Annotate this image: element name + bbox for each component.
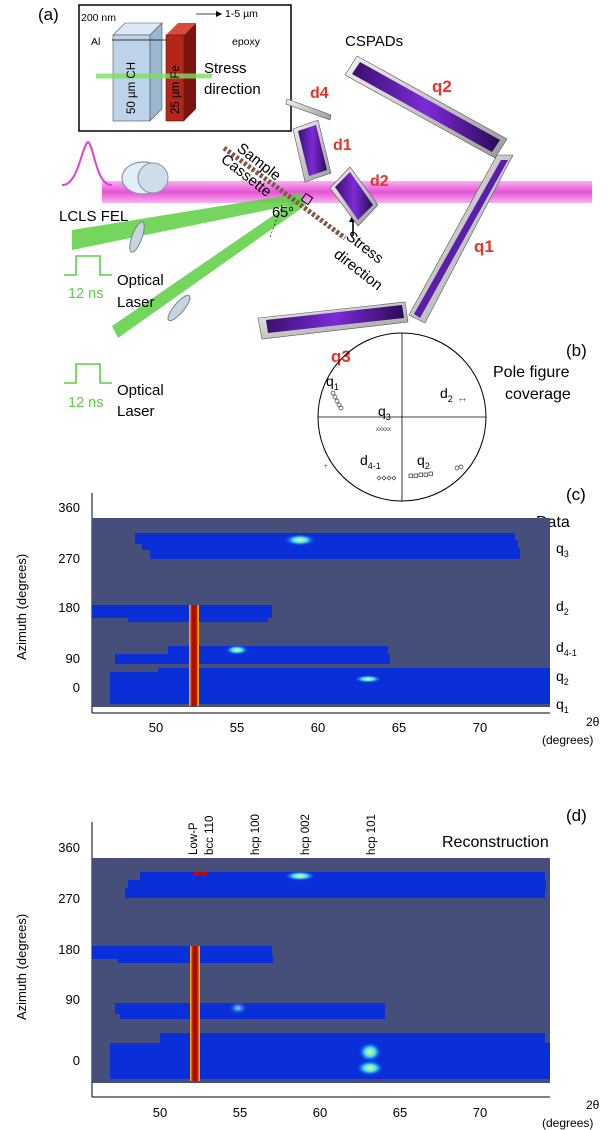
label-d4: d4 [310, 85, 329, 102]
peak-hcp002: hcp 002 [300, 814, 312, 855]
svg-text:65: 65 [392, 720, 406, 735]
label-q3: q3 [331, 347, 351, 366]
panel-d-xticks: 50 55 60 65 70 [153, 1105, 487, 1120]
svg-text:65: 65 [393, 1105, 407, 1120]
label-q2: q2 [432, 77, 452, 96]
pole-q1: q1 [326, 373, 339, 392]
detector-q2 [344, 55, 508, 159]
svg-text:180: 180 [58, 942, 80, 957]
pole-title-2: coverage [505, 386, 571, 403]
detector-d1 [292, 119, 332, 183]
panel-b-label: (b) [566, 341, 587, 360]
panel-d-xlabel-1: 2θ [586, 1098, 600, 1112]
svg-text:360: 360 [58, 840, 80, 855]
panel-d-label: (d) [566, 806, 587, 825]
pole-title-1: Pole figure [493, 364, 570, 381]
detector-d2 [329, 166, 379, 227]
peak-low-p: Low-P [188, 822, 200, 855]
fel-label: LCLS FEL [59, 208, 128, 225]
sample-inset: 200 nm Al 1-5 µm epoxy 50 µm CH 25 µm Fe… [78, 4, 292, 132]
svg-text:90: 90 [66, 992, 80, 1007]
svg-text:q1: q1 [556, 696, 569, 715]
svg-text:0: 0 [73, 680, 80, 695]
panel-d-title: Reconstruction [442, 834, 549, 851]
svg-text:360: 360 [58, 500, 80, 515]
svg-text:60: 60 [311, 720, 325, 735]
fe-label: 25 µm Fe [170, 65, 182, 114]
pole-q2: q2 [417, 452, 430, 471]
peak-hcp100: hcp 100 [250, 814, 262, 855]
epoxy-name: epoxy [232, 36, 261, 48]
epoxy-thickness: 1-5 µm [225, 8, 258, 20]
svg-text:180: 180 [58, 600, 80, 615]
panel-c-xticks: 50 55 60 65 70 [149, 720, 487, 735]
panel-d-yticks: 360 270 180 90 0 [58, 840, 80, 1068]
detector-q1 [408, 154, 514, 324]
svg-text:270: 270 [58, 891, 80, 906]
svg-text:270: 270 [58, 551, 80, 566]
svg-text:90: 90 [66, 651, 80, 666]
panel-c-xlabel-2: (degrees) [542, 733, 593, 747]
laser-2-line2: Laser [117, 403, 155, 420]
label-q1: q1 [474, 237, 494, 256]
pulse-duration-2: 12 ns [68, 395, 103, 411]
svg-text:70: 70 [473, 1105, 487, 1120]
svg-text:++: ++ [459, 398, 467, 404]
svg-text:0: 0 [73, 1053, 80, 1068]
laser-1-line1: Optical [117, 272, 164, 289]
svg-text:60: 60 [313, 1105, 327, 1120]
label-d2: d2 [370, 173, 389, 190]
svg-text:55: 55 [230, 720, 244, 735]
panel-c-ylabel: Azimuth (degrees) [14, 554, 29, 660]
panel-c-xlabel-1: 2θ [586, 715, 600, 729]
svg-text:d4-1: d4-1 [556, 639, 577, 658]
pole-d41: d4-1 [360, 452, 381, 471]
al-name: Al [91, 36, 100, 48]
panel-c-yticks: 360 270 180 90 0 [58, 500, 80, 695]
ch-label: 50 µm CH [126, 62, 138, 114]
pole-markers: xxxxx ++ + [324, 390, 467, 481]
panel-d-xlabel-2: (degrees) [542, 1116, 593, 1130]
detectors-label: CSPADs [345, 33, 403, 50]
inset-stress-2: direction [204, 81, 261, 98]
svg-text:+: + [324, 464, 328, 470]
panel-c-plot [92, 518, 550, 707]
panel-d-ylabel: Azimuth (degrees) [14, 914, 29, 1020]
label-d1: d1 [333, 137, 352, 154]
optical-laser-beams [64, 193, 306, 384]
al-thickness: 200 nm [81, 12, 116, 24]
peak-hcp101: hcp 101 [366, 814, 378, 855]
detector-d4 [285, 98, 332, 121]
svg-text:50: 50 [153, 1105, 167, 1120]
svg-text:50: 50 [149, 720, 163, 735]
inset-stress-1: Stress [204, 60, 247, 77]
svg-text:xxxxx: xxxxx [376, 427, 391, 433]
panel-d-peak-labels: Low-P bcc 110 hcp 100 hcp 002 hcp 101 [188, 814, 378, 855]
angle-label: 65° [272, 205, 294, 221]
svg-text:q2: q2 [556, 668, 569, 687]
svg-text:d2: d2 [556, 598, 569, 617]
pulse-duration-1: 12 ns [68, 286, 103, 302]
panel-a-label: (a) [38, 5, 59, 24]
pole-d2: d2 [440, 385, 453, 404]
laser-2-line1: Optical [117, 382, 164, 399]
svg-text:q3: q3 [556, 540, 569, 559]
pole-figure [317, 332, 487, 502]
svg-text:55: 55 [233, 1105, 247, 1120]
panel-d-plot [92, 858, 550, 1083]
panel-c-label: (c) [566, 485, 586, 504]
panel-c-band-labels: q3 d2 d4-1 q2 q1 [556, 540, 577, 715]
detector-q3 [257, 301, 409, 340]
laser-1-line2: Laser [117, 294, 155, 311]
pole-q3: q3 [378, 403, 391, 422]
svg-text:70: 70 [473, 720, 487, 735]
peak-bcc110: bcc 110 [204, 816, 216, 855]
